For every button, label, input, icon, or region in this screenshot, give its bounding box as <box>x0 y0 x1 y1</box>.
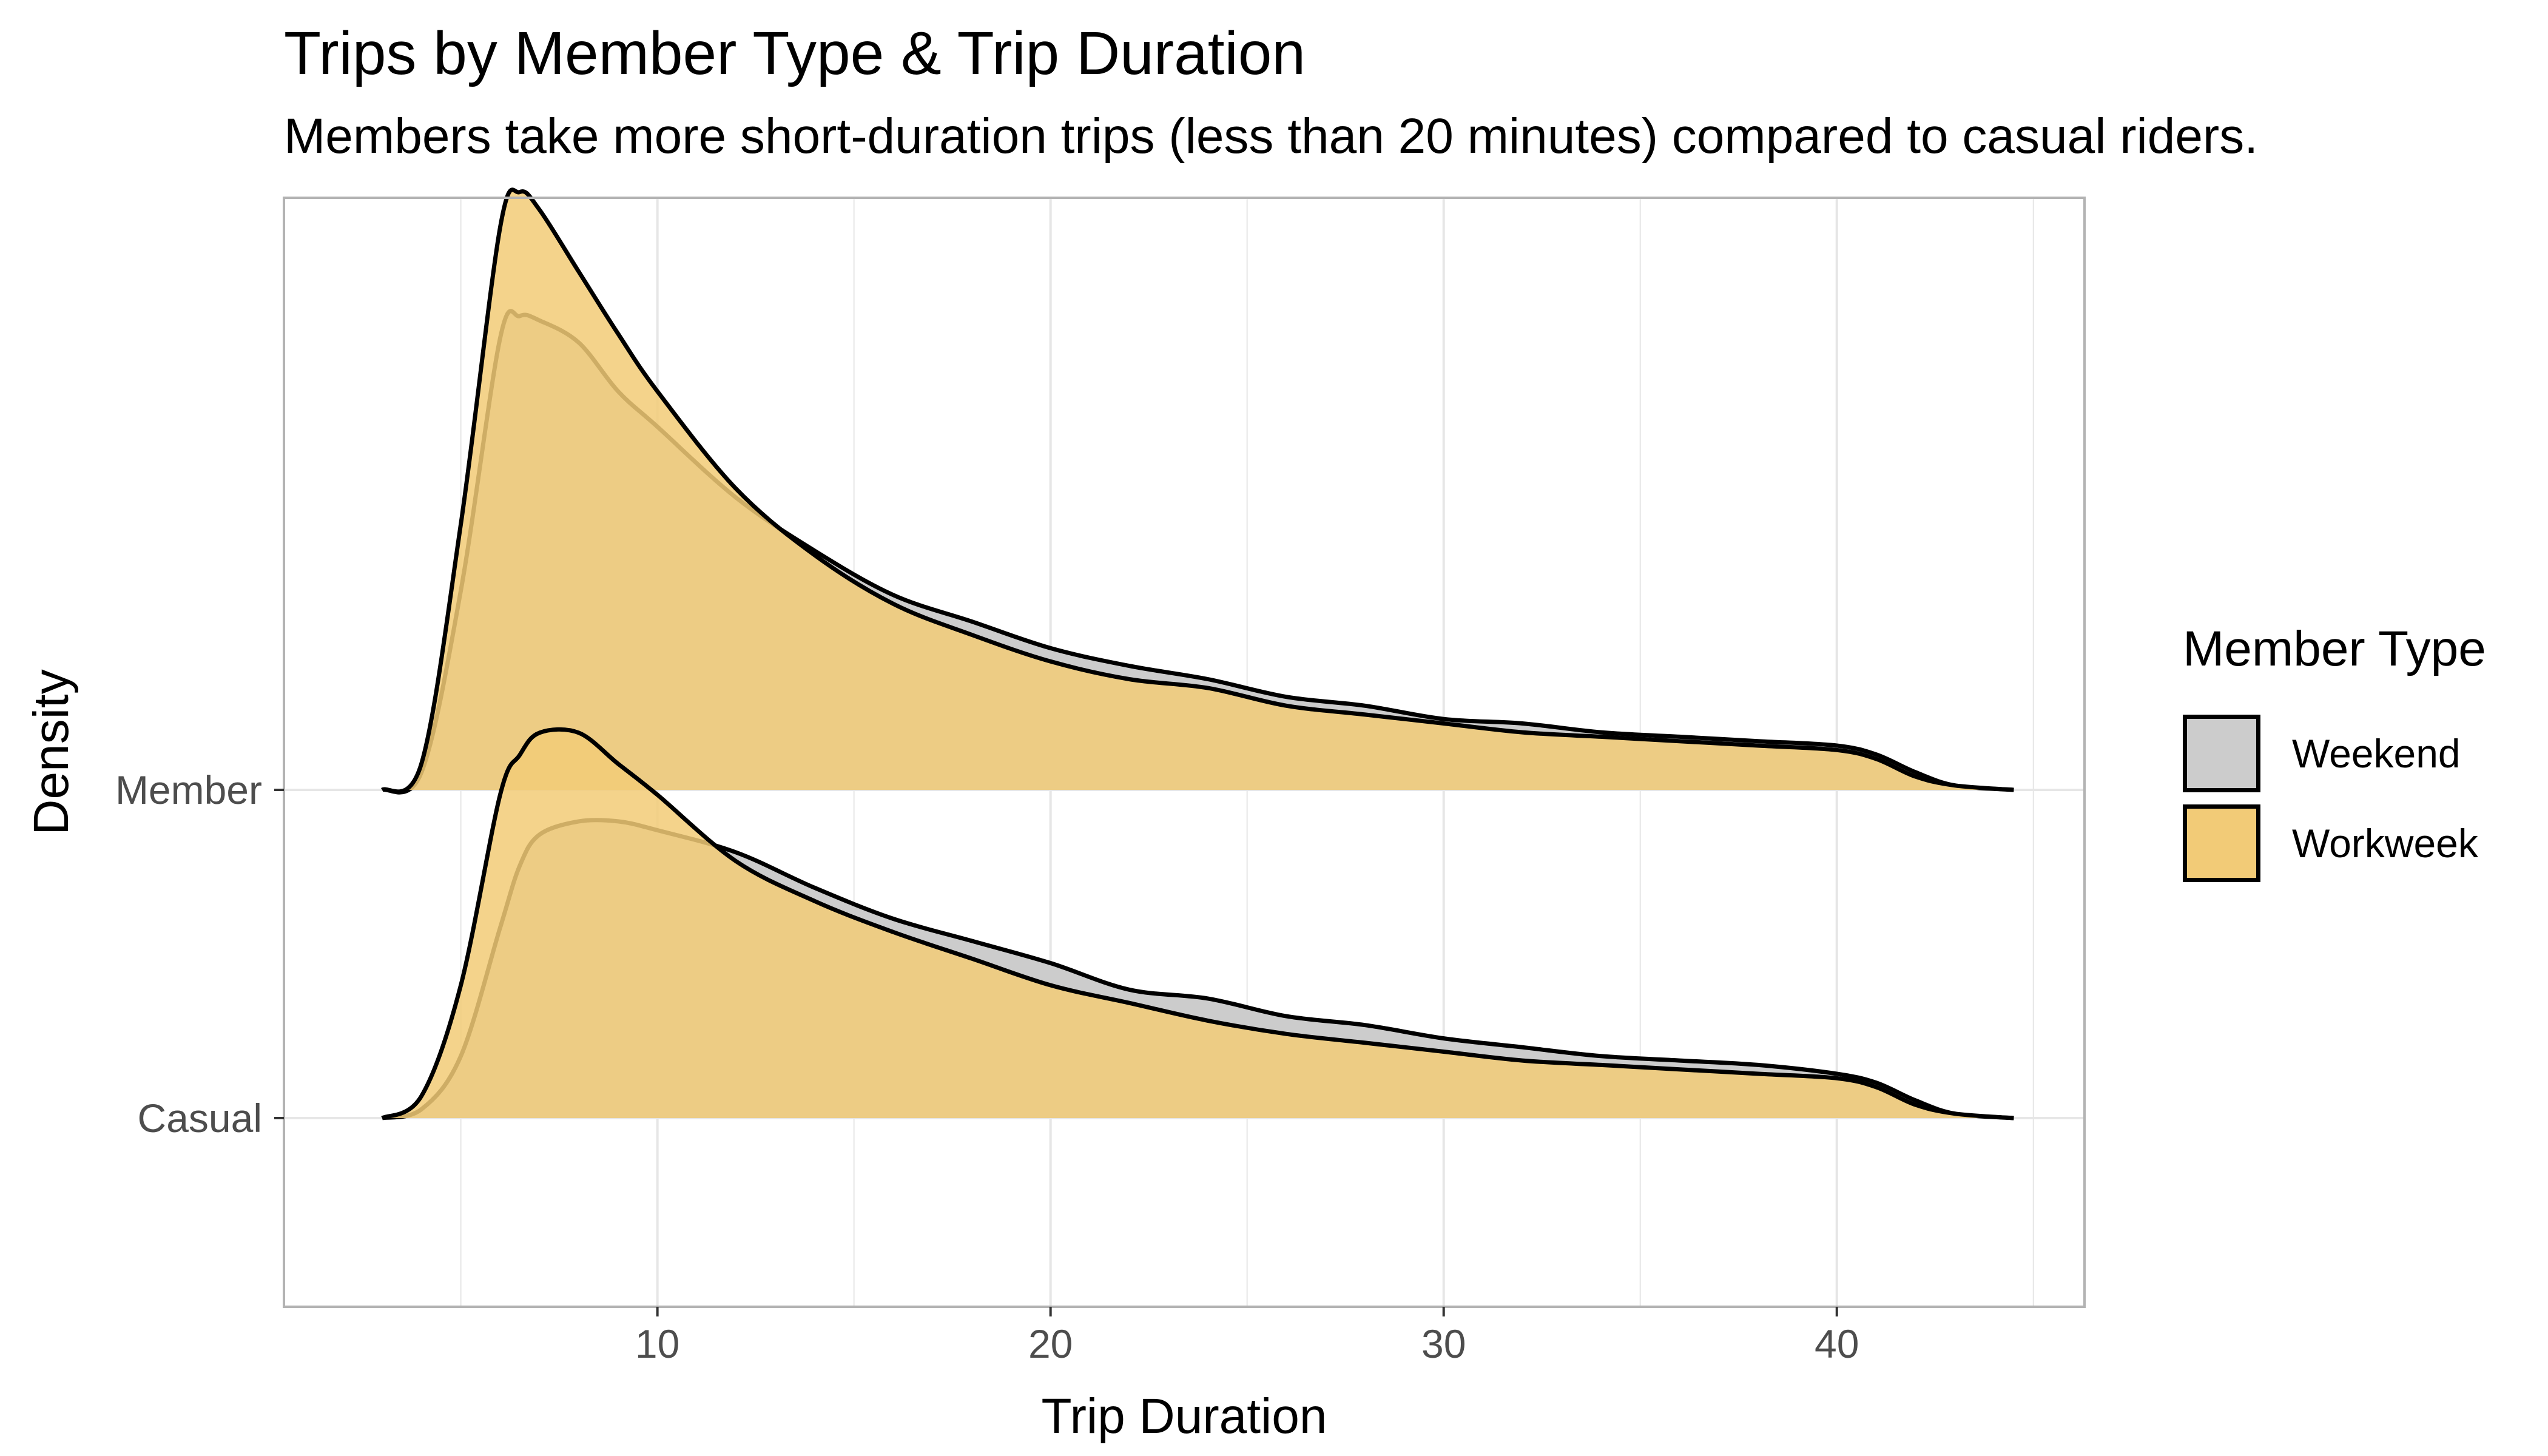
chart-title: Trips by Member Type & Trip Duration <box>284 19 1306 87</box>
legend-item-weekend: Weekend <box>2183 709 2486 798</box>
plot-panel-border <box>283 197 2086 1308</box>
legend-swatch-workweek <box>2183 804 2260 882</box>
x-tick-label: 10 <box>635 1321 679 1366</box>
y-axis-title: Density <box>24 669 79 835</box>
x-tick-label: 30 <box>1421 1321 1466 1366</box>
density-area-casual-workweek <box>382 729 2014 1118</box>
legend: Member Type Weekend Workweek <box>2183 619 2486 888</box>
legend-swatch-weekend <box>2183 715 2260 792</box>
legend-item-workweek: Workweek <box>2183 798 2486 888</box>
legend-title: Member Type <box>2183 621 2486 676</box>
x-tick-label: 20 <box>1028 1321 1073 1366</box>
density-area-member-workweek <box>382 189 2014 792</box>
y-tick-label-member: Member <box>115 767 262 812</box>
x-tick-label: 40 <box>1815 1321 1859 1366</box>
legend-label-workweek: Workweek <box>2292 821 2478 866</box>
x-axis-title: Trip Duration <box>1042 1389 1327 1444</box>
chart-subtitle: Members take more short-duration trips (… <box>284 109 2259 164</box>
density-line-casual-workweek <box>381 727 2014 1121</box>
axis-layer: 10 20 30 40 Casual Member <box>115 767 1859 1366</box>
ridge-layer <box>381 187 2014 1121</box>
y-tick-label-casual: Casual <box>138 1096 262 1141</box>
legend-label-weekend: Weekend <box>2292 731 2461 776</box>
density-line-member-workweek <box>381 187 2014 794</box>
